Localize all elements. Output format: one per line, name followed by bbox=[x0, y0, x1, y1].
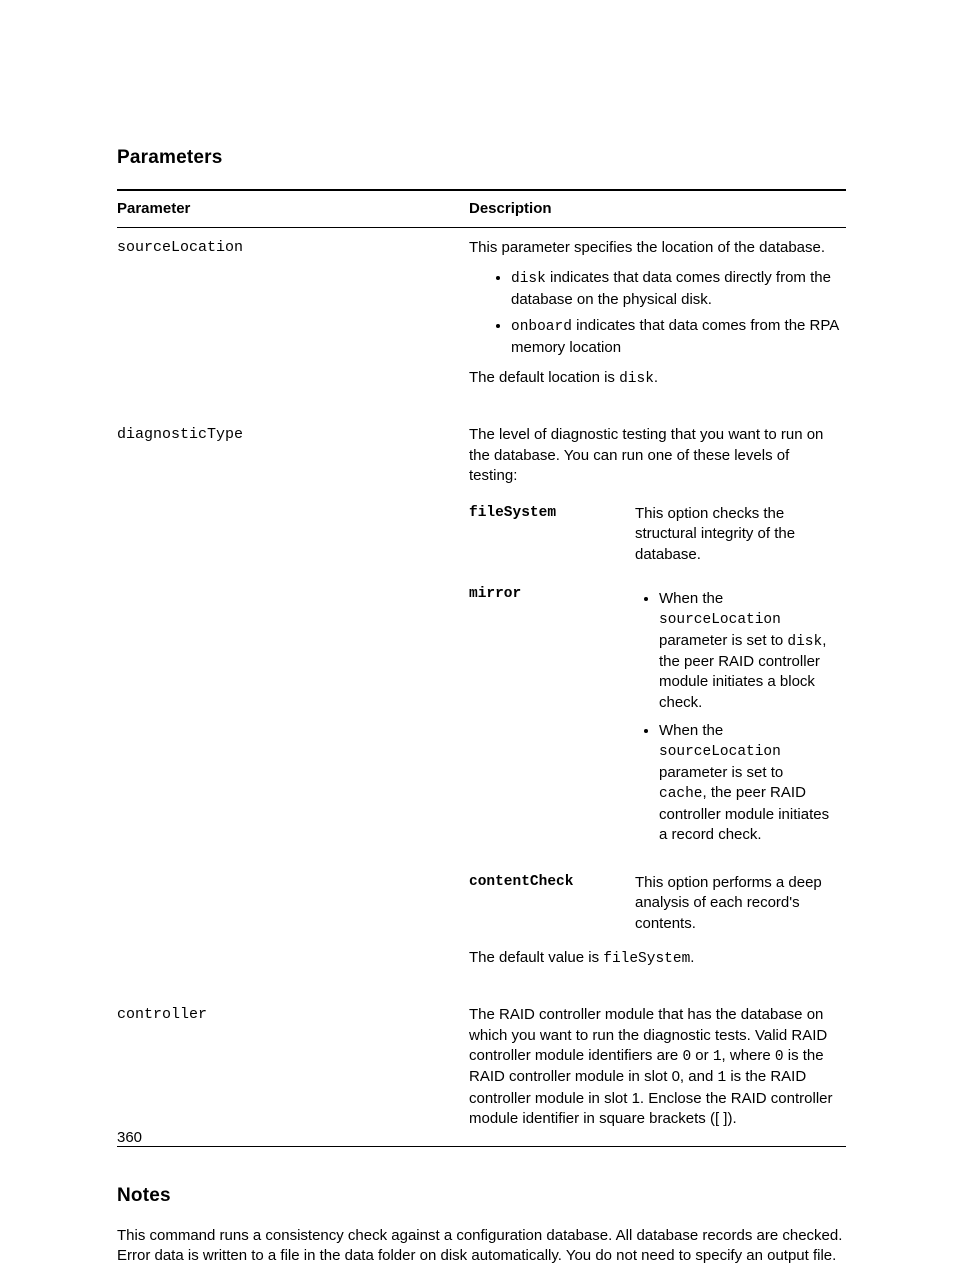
list-item: disk indicates that data comes directly … bbox=[511, 268, 840, 310]
param-name: diagnosticType bbox=[117, 415, 469, 995]
text: When the bbox=[659, 722, 723, 739]
parameters-heading: Parameters bbox=[117, 145, 846, 171]
option-desc: When the sourceLocation parameter is set… bbox=[635, 579, 840, 867]
text: . bbox=[654, 369, 658, 386]
code: 1 bbox=[717, 1070, 726, 1086]
option-desc: This option performs a deep analysis of … bbox=[635, 867, 840, 948]
code: sourceLocation bbox=[659, 744, 781, 760]
table-row: controller The RAID controller module th… bbox=[117, 995, 846, 1146]
table-row: diagnosticType The level of diagnostic t… bbox=[117, 415, 846, 995]
page: Parameters Parameter Description sourceL… bbox=[0, 0, 954, 1268]
default-note: The default value is fileSystem. bbox=[469, 948, 840, 970]
option-row: contentCheck This option performs a deep… bbox=[469, 867, 840, 948]
code: cache bbox=[659, 786, 703, 802]
text: parameter is set to bbox=[659, 632, 787, 649]
param-desc: This parameter specifies the location of… bbox=[469, 227, 846, 415]
sub-list: When the sourceLocation parameter is set… bbox=[635, 589, 834, 845]
code: 0 bbox=[775, 1049, 784, 1065]
page-number: 360 bbox=[117, 1128, 142, 1148]
text: parameter is set to bbox=[659, 764, 783, 781]
option-term: fileSystem bbox=[469, 498, 635, 579]
desc-intro: The level of diagnostic testing that you… bbox=[469, 425, 840, 486]
options-table: fileSystem This option checks the struct… bbox=[469, 498, 840, 948]
code: onboard bbox=[511, 319, 572, 335]
text: The default value is bbox=[469, 949, 603, 966]
param-name: controller bbox=[117, 995, 469, 1146]
code: 0 bbox=[682, 1049, 691, 1065]
text: The default location is bbox=[469, 369, 619, 386]
col-description: Description bbox=[469, 190, 846, 228]
parameters-table: Parameter Description sourceLocation Thi… bbox=[117, 189, 846, 1147]
desc-intro: This parameter specifies the location of… bbox=[469, 238, 840, 258]
option-term: mirror bbox=[469, 579, 635, 867]
text: or bbox=[691, 1047, 713, 1064]
text: indicates that data comes directly from … bbox=[511, 269, 831, 308]
option-term: contentCheck bbox=[469, 867, 635, 948]
option-row: mirror When the sourceLocation parameter… bbox=[469, 579, 840, 867]
code: sourceLocation bbox=[659, 612, 781, 628]
list-item: onboard indicates that data comes from t… bbox=[511, 316, 840, 358]
list-item: When the sourceLocation parameter is set… bbox=[659, 721, 834, 845]
text: , where bbox=[722, 1047, 775, 1064]
param-desc: The level of diagnostic testing that you… bbox=[469, 415, 846, 995]
default-note: The default location is disk. bbox=[469, 368, 840, 390]
notes-body: This command runs a consistency check ag… bbox=[117, 1226, 846, 1267]
code: disk bbox=[787, 634, 822, 650]
notes-heading: Notes bbox=[117, 1183, 846, 1209]
text: When the bbox=[659, 590, 723, 607]
text: . bbox=[690, 949, 694, 966]
option-row: fileSystem This option checks the struct… bbox=[469, 498, 840, 579]
param-desc: The RAID controller module that has the … bbox=[469, 995, 846, 1146]
param-name: sourceLocation bbox=[117, 227, 469, 415]
options-list: disk indicates that data comes directly … bbox=[469, 268, 840, 358]
code: fileSystem bbox=[603, 951, 690, 967]
code: disk bbox=[511, 271, 546, 287]
option-desc: This option checks the structural integr… bbox=[635, 498, 840, 579]
col-parameter: Parameter bbox=[117, 190, 469, 228]
code: disk bbox=[619, 371, 654, 387]
table-row: sourceLocation This parameter specifies … bbox=[117, 227, 846, 415]
list-item: When the sourceLocation parameter is set… bbox=[659, 589, 834, 713]
code: 1 bbox=[713, 1049, 722, 1065]
